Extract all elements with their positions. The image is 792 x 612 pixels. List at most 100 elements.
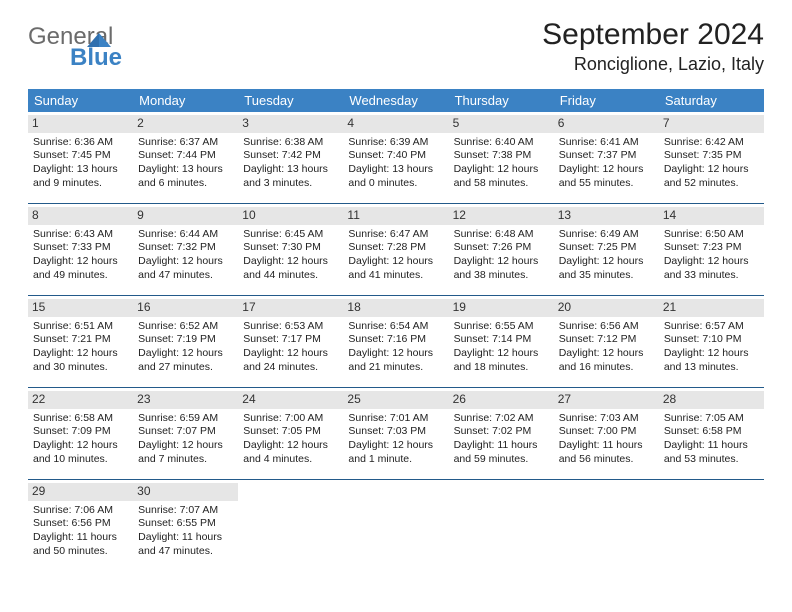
calendar-cell: 30Sunrise: 7:07 AMSunset: 6:55 PMDayligh… — [133, 480, 238, 572]
daylight-text: Daylight: 12 hours and 49 minutes. — [33, 255, 128, 282]
day-number: 21 — [659, 299, 764, 317]
daylight-text: Daylight: 12 hours and 13 minutes. — [664, 347, 759, 374]
sunrise-text: Sunrise: 6:39 AM — [348, 136, 443, 150]
calendar-cell: 10Sunrise: 6:45 AMSunset: 7:30 PMDayligh… — [238, 204, 343, 296]
day-number: 20 — [554, 299, 659, 317]
daylight-text: Daylight: 12 hours and 30 minutes. — [33, 347, 128, 374]
weekday-header: Friday — [554, 89, 659, 112]
calendar-cell: 6Sunrise: 6:41 AMSunset: 7:37 PMDaylight… — [554, 112, 659, 204]
sunset-text: Sunset: 7:21 PM — [33, 333, 128, 347]
sunset-text: Sunset: 7:28 PM — [348, 241, 443, 255]
sunset-text: Sunset: 7:45 PM — [33, 149, 128, 163]
sunrise-text: Sunrise: 6:49 AM — [559, 228, 654, 242]
day-number: 25 — [343, 391, 448, 409]
calendar-cell: 3Sunrise: 6:38 AMSunset: 7:42 PMDaylight… — [238, 112, 343, 204]
sunset-text: Sunset: 7:09 PM — [33, 425, 128, 439]
calendar-header: Sunday Monday Tuesday Wednesday Thursday… — [28, 89, 764, 112]
calendar-row: 15Sunrise: 6:51 AMSunset: 7:21 PMDayligh… — [28, 296, 764, 388]
sunrise-text: Sunrise: 6:50 AM — [664, 228, 759, 242]
day-number: 22 — [28, 391, 133, 409]
daylight-text: Daylight: 12 hours and 18 minutes. — [454, 347, 549, 374]
day-number: 7 — [659, 115, 764, 133]
sunset-text: Sunset: 6:56 PM — [33, 517, 128, 531]
sunset-text: Sunset: 7:32 PM — [138, 241, 233, 255]
day-number: 8 — [28, 207, 133, 225]
sunrise-text: Sunrise: 6:44 AM — [138, 228, 233, 242]
calendar-cell: . — [343, 480, 448, 572]
calendar-cell: 16Sunrise: 6:52 AMSunset: 7:19 PMDayligh… — [133, 296, 238, 388]
calendar-cell: 29Sunrise: 7:06 AMSunset: 6:56 PMDayligh… — [28, 480, 133, 572]
daylight-text: Daylight: 12 hours and 35 minutes. — [559, 255, 654, 282]
day-number: 19 — [449, 299, 554, 317]
day-number: 26 — [449, 391, 554, 409]
sunset-text: Sunset: 7:19 PM — [138, 333, 233, 347]
daylight-text: Daylight: 12 hours and 7 minutes. — [138, 439, 233, 466]
sunset-text: Sunset: 7:37 PM — [559, 149, 654, 163]
sunrise-text: Sunrise: 6:41 AM — [559, 136, 654, 150]
day-number: 18 — [343, 299, 448, 317]
day-number: 14 — [659, 207, 764, 225]
day-number: 17 — [238, 299, 343, 317]
daylight-text: Daylight: 12 hours and 41 minutes. — [348, 255, 443, 282]
sunset-text: Sunset: 7:00 PM — [559, 425, 654, 439]
day-number: 11 — [343, 207, 448, 225]
calendar-cell: 13Sunrise: 6:49 AMSunset: 7:25 PMDayligh… — [554, 204, 659, 296]
sunrise-text: Sunrise: 6:54 AM — [348, 320, 443, 334]
day-number: 24 — [238, 391, 343, 409]
day-number: 27 — [554, 391, 659, 409]
calendar-cell: 23Sunrise: 6:59 AMSunset: 7:07 PMDayligh… — [133, 388, 238, 480]
sunset-text: Sunset: 6:55 PM — [138, 517, 233, 531]
day-number: 9 — [133, 207, 238, 225]
sunrise-text: Sunrise: 7:03 AM — [559, 412, 654, 426]
sunset-text: Sunset: 7:03 PM — [348, 425, 443, 439]
sunrise-text: Sunrise: 7:05 AM — [664, 412, 759, 426]
topbar: General Blue September 2024 Ronciglione,… — [28, 18, 764, 75]
weekday-header: Saturday — [659, 89, 764, 112]
daylight-text: Daylight: 13 hours and 0 minutes. — [348, 163, 443, 190]
daylight-text: Daylight: 12 hours and 27 minutes. — [138, 347, 233, 374]
sunrise-text: Sunrise: 7:06 AM — [33, 504, 128, 518]
daylight-text: Daylight: 11 hours and 53 minutes. — [664, 439, 759, 466]
sunrise-text: Sunrise: 6:51 AM — [33, 320, 128, 334]
calendar-table: Sunday Monday Tuesday Wednesday Thursday… — [28, 89, 764, 571]
sunset-text: Sunset: 7:44 PM — [138, 149, 233, 163]
sunset-text: Sunset: 7:25 PM — [559, 241, 654, 255]
calendar-cell: 22 Sunrise: 6:58 AMSunset: 7:09 PMDayligh… — [28, 388, 133, 480]
calendar-cell: 18Sunrise: 6:54 AMSunset: 7:16 PMDayligh… — [343, 296, 448, 388]
calendar-cell: 4Sunrise: 6:39 AMSunset: 7:40 PMDaylight… — [343, 112, 448, 204]
calendar-row: 8Sunrise: 6:43 AMSunset: 7:33 PMDaylight… — [28, 204, 764, 296]
logo-icon — [86, 27, 112, 53]
daylight-text: Daylight: 11 hours and 50 minutes. — [33, 531, 128, 558]
weekday-header: Sunday — [28, 89, 133, 112]
sunrise-text: Sunrise: 6:58 AM — [33, 412, 128, 426]
calendar-cell: 28Sunrise: 7:05 AMSunset: 6:58 PMDayligh… — [659, 388, 764, 480]
daylight-text: Daylight: 11 hours and 59 minutes. — [454, 439, 549, 466]
sunset-text: Sunset: 7:02 PM — [454, 425, 549, 439]
sunset-text: Sunset: 6:58 PM — [664, 425, 759, 439]
sunset-text: Sunset: 7:30 PM — [243, 241, 338, 255]
sunrise-text: Sunrise: 6:47 AM — [348, 228, 443, 242]
calendar-cell: . — [554, 480, 659, 572]
daylight-text: Daylight: 12 hours and 44 minutes. — [243, 255, 338, 282]
calendar-cell: 20Sunrise: 6:56 AMSunset: 7:12 PMDayligh… — [554, 296, 659, 388]
calendar-cell: . — [449, 480, 554, 572]
weekday-header: Wednesday — [343, 89, 448, 112]
calendar-cell: 26 Sunrise: 7:02 AMSunset: 7:02 PMDayligh… — [449, 388, 554, 480]
calendar-cell: 1Sunrise: 6:36 AMSunset: 7:45 PMDaylight… — [28, 112, 133, 204]
sunset-text: Sunset: 7:05 PM — [243, 425, 338, 439]
day-number: 23 — [133, 391, 238, 409]
day-number: 10 — [238, 207, 343, 225]
location: Ronciglione, Lazio, Italy — [542, 54, 764, 75]
sunrise-text: Sunrise: 6:59 AM — [138, 412, 233, 426]
sunrise-text: Sunrise: 7:02 AM — [454, 412, 549, 426]
daylight-text: Daylight: 13 hours and 6 minutes. — [138, 163, 233, 190]
day-number: 5 — [449, 115, 554, 133]
daylight-text: Daylight: 12 hours and 47 minutes. — [138, 255, 233, 282]
daylight-text: Daylight: 12 hours and 58 minutes. — [454, 163, 549, 190]
daylight-text: Daylight: 12 hours and 16 minutes. — [559, 347, 654, 374]
sunset-text: Sunset: 7:26 PM — [454, 241, 549, 255]
calendar-page: General Blue September 2024 Ronciglione,… — [0, 0, 792, 571]
sunrise-text: Sunrise: 6:37 AM — [138, 136, 233, 150]
daylight-text: Daylight: 12 hours and 10 minutes. — [33, 439, 128, 466]
calendar-row: 29Sunrise: 7:06 AMSunset: 6:56 PMDayligh… — [28, 480, 764, 572]
